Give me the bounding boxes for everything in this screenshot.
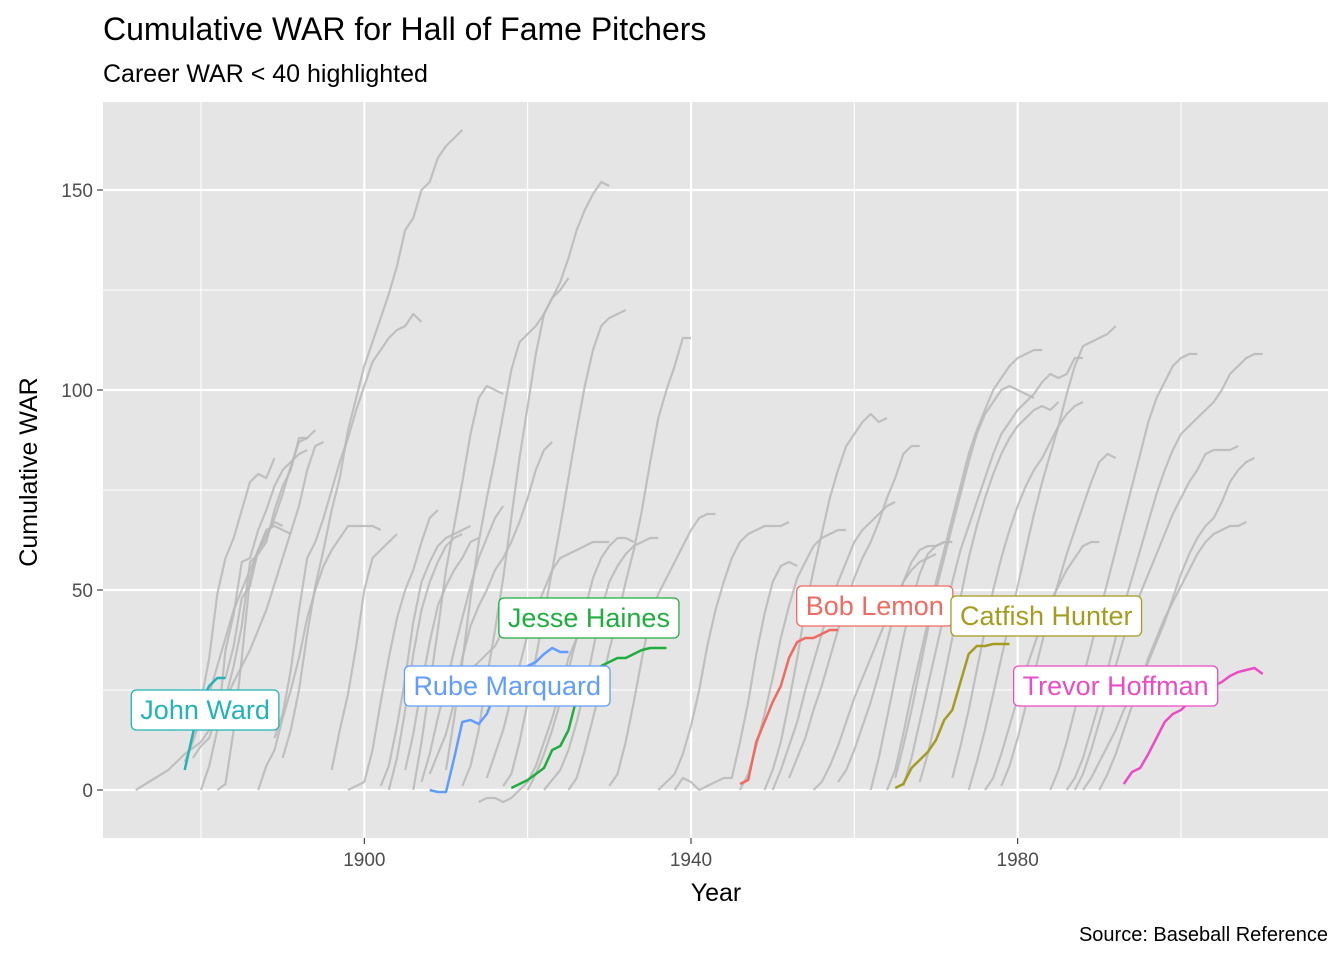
context-series-line bbox=[347, 509, 439, 791]
x-axis: 1900 1940 1980 bbox=[343, 838, 1039, 871]
series-label-text: Rube Marquard bbox=[413, 671, 601, 701]
series-label-box bbox=[130, 689, 280, 731]
x-tick-label: 1940 bbox=[670, 850, 712, 871]
context-series-line bbox=[1073, 445, 1239, 791]
series-label-box bbox=[950, 595, 1143, 637]
x-tick-label: 1900 bbox=[343, 850, 385, 871]
context-series-line bbox=[502, 309, 627, 787]
series-label-text: Jesse Haines bbox=[508, 603, 670, 633]
context-series-line bbox=[608, 512, 716, 787]
context-series-line bbox=[967, 325, 1117, 791]
context-series-line bbox=[379, 525, 471, 787]
series-label-box bbox=[498, 597, 680, 639]
y-tick-label: 0 bbox=[82, 781, 93, 802]
series-label-box bbox=[403, 665, 611, 707]
context-series-line bbox=[281, 129, 464, 759]
context-series-line bbox=[567, 336, 691, 791]
context-series-line bbox=[1098, 521, 1247, 791]
series-label-text: Trevor Hoffman bbox=[1023, 671, 1209, 701]
context-series-line bbox=[902, 356, 1083, 787]
x-tick-label: 1980 bbox=[997, 850, 1039, 871]
y-tick-label: 50 bbox=[72, 581, 93, 602]
series-label: John Ward bbox=[130, 689, 280, 731]
series-label-text: Bob Lemon bbox=[806, 591, 944, 621]
y-axis: 0 50 100 150 bbox=[61, 181, 103, 802]
series-label: Catfish Hunter bbox=[950, 595, 1143, 637]
context-series-line bbox=[273, 312, 423, 739]
context-series-line bbox=[918, 401, 1060, 783]
context-series-line bbox=[951, 401, 1084, 779]
highlighted-series-labels: John Ward Rube Marquard Jesse Haines Bob Le… bbox=[130, 585, 1219, 731]
series-label-text: John Ward bbox=[140, 695, 270, 725]
context-series-line bbox=[657, 521, 790, 791]
context-series-line bbox=[485, 540, 610, 779]
x-axis-title: Year bbox=[691, 879, 742, 907]
major-gridlines bbox=[103, 102, 1328, 838]
y-tick-label: 150 bbox=[61, 181, 93, 202]
context-series-line bbox=[763, 412, 888, 791]
series-label-text: Catfish Hunter bbox=[960, 601, 1133, 631]
y-tick-label: 100 bbox=[61, 381, 93, 402]
series-label: Bob Lemon bbox=[796, 585, 954, 627]
highlighted-series-line bbox=[894, 642, 1010, 790]
context-series-line bbox=[673, 560, 798, 792]
chart-caption: Source: Baseball Reference bbox=[1079, 924, 1328, 946]
context-series-line bbox=[330, 533, 398, 771]
highlighted-series-line bbox=[739, 628, 838, 786]
context-series-line bbox=[428, 441, 553, 775]
context-series-line bbox=[812, 553, 937, 791]
context-series-line bbox=[1049, 352, 1198, 791]
minor-gridlines bbox=[103, 102, 1328, 838]
chart-title: Cumulative WAR for Hall of Fame Pitchers bbox=[103, 11, 706, 47]
panel-background bbox=[103, 102, 1328, 838]
context-series-line bbox=[420, 505, 505, 783]
context-series-line bbox=[787, 444, 920, 779]
context-series-line bbox=[894, 348, 1043, 779]
series-label: Trevor Hoffman bbox=[1012, 665, 1219, 707]
context-series-line bbox=[216, 437, 308, 791]
chart-subtitle: Career WAR < 40 highlighted bbox=[103, 60, 428, 88]
y-axis-title: Cumulative WAR bbox=[15, 377, 43, 566]
context-series-line bbox=[543, 536, 659, 791]
series-label: Rube Marquard bbox=[403, 665, 611, 707]
series-label: Jesse Haines bbox=[498, 597, 680, 639]
context-series-line bbox=[885, 384, 1035, 791]
plot-panel: John Ward Rube Marquard Jesse Haines Bob Le… bbox=[103, 102, 1328, 838]
context-series-line bbox=[1000, 452, 1117, 787]
context-series-line bbox=[224, 524, 292, 679]
series-label-box bbox=[1012, 665, 1219, 707]
